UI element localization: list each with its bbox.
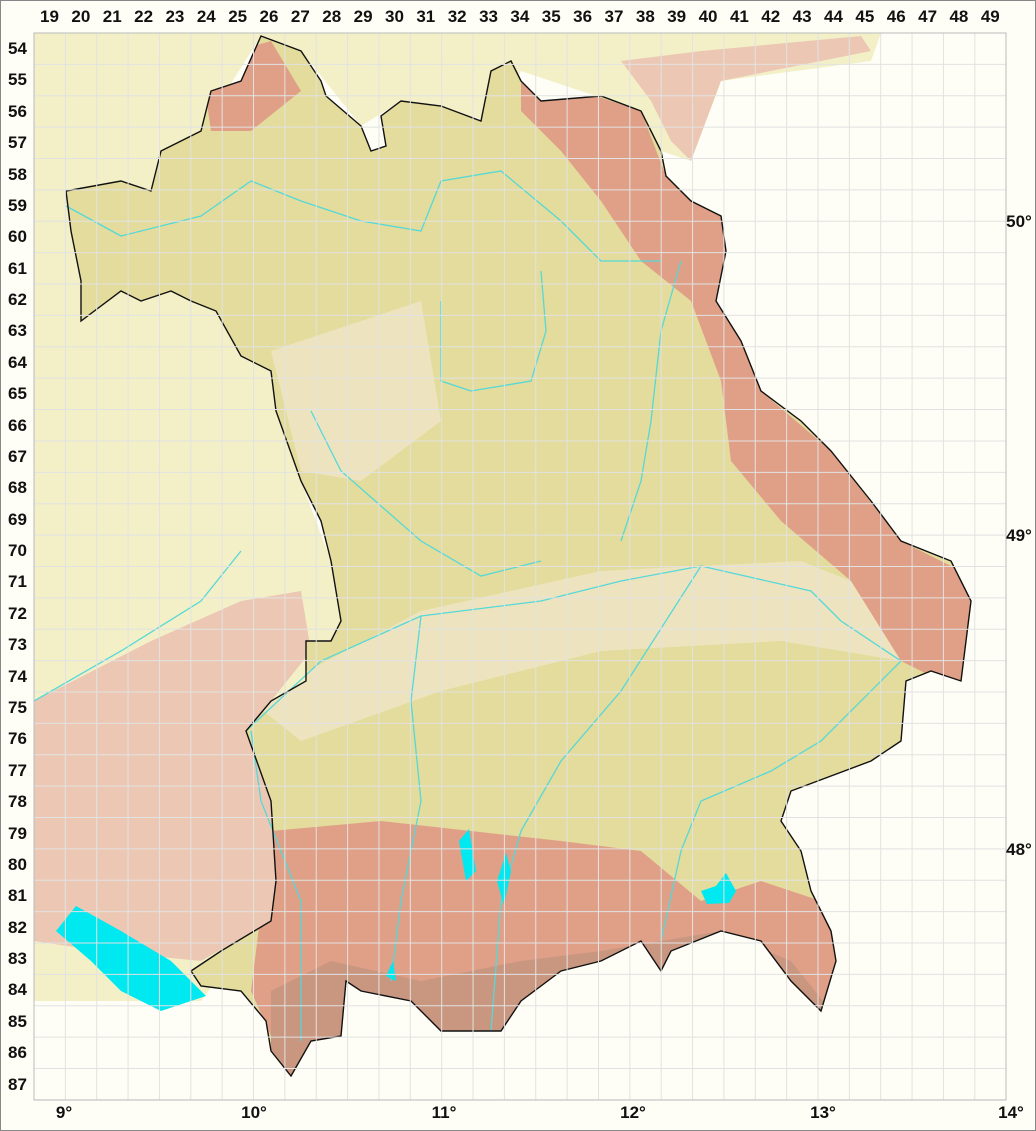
row-label: 59 [8, 195, 27, 215]
latitude-label: 48° [1006, 840, 1032, 859]
row-label: 86 [8, 1043, 27, 1063]
lake-constance [56, 906, 206, 1011]
column-label: 33 [479, 7, 498, 26]
column-label: 24 [196, 7, 216, 26]
river-lech [390, 615, 422, 982]
column-label: 36 [573, 7, 593, 26]
grid-frame [33, 32, 1007, 1101]
column-label: 47 [918, 7, 938, 26]
row-label: 82 [8, 917, 27, 937]
river-altmuehl [310, 410, 542, 577]
column-label: 19 [40, 7, 59, 26]
longitude-label: 12° [620, 1103, 646, 1122]
latitude-label: 49° [1006, 526, 1032, 545]
river-neckar [34, 550, 242, 702]
upland-west-outside [34, 591, 311, 961]
column-label: 30 [384, 7, 404, 26]
row-label: 80 [8, 854, 27, 874]
river-naab [620, 260, 682, 542]
row-label: 78 [8, 792, 27, 812]
column-label: 34 [510, 7, 530, 26]
row-label: 79 [8, 823, 27, 843]
row-label: 73 [8, 635, 27, 655]
row-label: 87 [8, 1074, 27, 1094]
row-label: 54 [8, 39, 27, 58]
row-label: 76 [8, 729, 27, 749]
row-label: 62 [8, 290, 27, 310]
upland-north-outside [621, 36, 871, 161]
lowland-franconia [271, 301, 441, 481]
lake-forggensee [386, 961, 396, 981]
row-label: 83 [8, 949, 27, 969]
row-label: 55 [8, 70, 27, 90]
upland-east [521, 71, 971, 691]
column-label: 28 [322, 7, 342, 26]
lowland-danube [251, 561, 901, 741]
column-label: 21 [102, 7, 122, 26]
longitude-label: 13° [810, 1103, 836, 1122]
column-label: 31 [416, 7, 436, 26]
column-label: 29 [353, 7, 373, 26]
column-label: 44 [824, 7, 843, 26]
column-label: 48 [949, 7, 969, 26]
rivers [34, 170, 902, 1041]
latitude-label: 50° [1006, 212, 1032, 231]
column-label: 26 [259, 7, 279, 26]
grid [34, 33, 1006, 1100]
row-label: 81 [8, 886, 27, 906]
row-label: 60 [8, 227, 27, 247]
column-label: 27 [290, 7, 310, 26]
longitude-label: 11° [431, 1103, 457, 1122]
river-regnitz [440, 270, 547, 392]
column-label: 49 [980, 7, 1000, 26]
longitude-label: 14° [998, 1103, 1024, 1122]
column-label: 20 [71, 7, 91, 26]
column-label: 41 [729, 7, 749, 26]
row-label: 70 [8, 541, 27, 561]
row-label: 75 [8, 697, 27, 717]
longitude-label: 10° [241, 1103, 267, 1122]
river-danube [245, 565, 902, 732]
row-label: 69 [8, 509, 27, 529]
row-label: 64 [8, 352, 27, 372]
column-label: 32 [447, 7, 467, 26]
column-label: 22 [134, 7, 154, 26]
column-label: 43 [792, 7, 812, 26]
bavaria-border [65, 35, 972, 1078]
row-label: 63 [8, 321, 27, 341]
row-label: 84 [8, 980, 27, 1000]
column-label: 35 [541, 7, 561, 26]
column-label: 45 [855, 7, 875, 26]
row-label: 57 [8, 133, 27, 153]
column-label: 46 [886, 7, 906, 26]
column-label: 42 [761, 7, 781, 26]
column-label: 37 [604, 7, 624, 26]
row-label: 74 [8, 666, 27, 686]
row-label: 85 [8, 1011, 27, 1031]
longitude-label: 9° [55, 1103, 73, 1122]
column-label: 40 [698, 7, 718, 26]
row-label: 66 [8, 415, 27, 435]
lake-ammersee [459, 829, 476, 881]
column-label: 39 [667, 7, 687, 26]
row-label: 65 [8, 384, 27, 404]
row-label: 68 [8, 478, 27, 498]
column-label: 38 [635, 7, 655, 26]
row-label: 67 [8, 446, 27, 466]
row-label: 61 [8, 258, 27, 278]
row-label: 71 [8, 572, 27, 592]
river-isar [490, 565, 702, 1032]
river-main [65, 170, 661, 262]
row-label: 56 [8, 101, 27, 121]
column-label: 25 [228, 7, 248, 26]
row-label: 58 [8, 164, 27, 184]
row-label: 72 [8, 603, 27, 623]
row-label: 77 [8, 760, 27, 780]
column-label: 23 [165, 7, 185, 26]
river-iller [250, 730, 302, 1041]
